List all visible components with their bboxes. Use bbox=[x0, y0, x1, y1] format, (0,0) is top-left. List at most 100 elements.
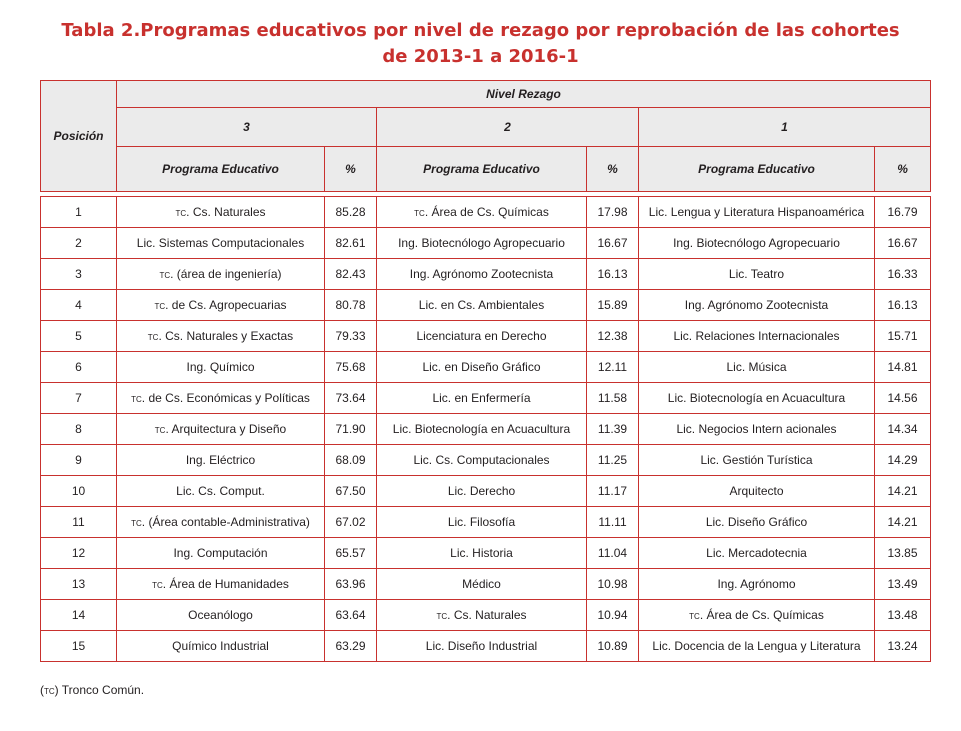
cell-pct-1: 13.49 bbox=[873, 568, 932, 600]
table-row: 4 tc. de Cs. Agropecuarias 80.78 Lic. en Cs… bbox=[40, 289, 932, 321]
rezago-table: Posición Nivel Rezago 3 2 1 Programa Edu… bbox=[40, 80, 932, 662]
footnote-text: (tc) Tronco Común. bbox=[40, 683, 145, 697]
cell-pct-1: 14.21 bbox=[873, 506, 932, 538]
cell-programa-3: Lic. Cs. Comput. bbox=[116, 475, 325, 507]
header-level-1: 1 bbox=[637, 107, 932, 147]
cell-pct-3: 63.96 bbox=[324, 568, 377, 600]
cell-programa-2: Lic. Historia bbox=[376, 537, 587, 569]
cell-programa-2: Lic. en Diseño Gráfico bbox=[376, 351, 587, 383]
cell-posicion: 15 bbox=[40, 630, 117, 662]
cell-pct-2: 10.94 bbox=[586, 599, 639, 631]
cell-programa-3: tc. de Cs. Económicas y Políticas bbox=[116, 382, 325, 414]
cell-programa-3: tc. (área de ingeniería) bbox=[116, 258, 325, 290]
cell-pct-3: 63.29 bbox=[324, 630, 377, 662]
cell-programa-2: Lic. Filosofía bbox=[376, 506, 587, 538]
header-programa-3: Programa Educativo bbox=[116, 146, 325, 192]
cell-posicion: 2 bbox=[40, 227, 117, 259]
cell-programa-1: Lic. Docencia de la Lengua y Literatura bbox=[638, 630, 875, 662]
cell-pct-2: 10.98 bbox=[586, 568, 639, 600]
table-row: 3 tc. (área de ingeniería) 82.43 Ing. Agrón… bbox=[40, 258, 932, 290]
cell-posicion: 14 bbox=[40, 599, 117, 631]
header-pct-2: % bbox=[586, 146, 639, 192]
cell-pct-2: 11.58 bbox=[586, 382, 639, 414]
header-nivel-rezago: Nivel Rezago bbox=[115, 80, 932, 108]
cell-pct-2: 16.13 bbox=[586, 258, 639, 290]
cell-programa-1: Lic. Teatro bbox=[638, 258, 875, 290]
cell-programa-3: tc. Cs. Naturales y Exactas bbox=[116, 320, 325, 352]
cell-posicion: 12 bbox=[40, 537, 117, 569]
header-level-3: 3 bbox=[116, 107, 377, 147]
cell-pct-1: 15.71 bbox=[873, 320, 932, 352]
cell-pct-3: 82.61 bbox=[324, 227, 377, 259]
cell-pct-2: 11.17 bbox=[586, 475, 639, 507]
cell-pct-3: 75.68 bbox=[324, 351, 377, 383]
cell-programa-3: Ing. Químico bbox=[116, 351, 325, 383]
cell-pct-2: 11.39 bbox=[586, 413, 639, 445]
table-row: 11 tc. (Área contable-Administrativa) 67.0… bbox=[40, 506, 932, 538]
cell-programa-2: Ing. Agrónomo Zootecnista bbox=[376, 258, 587, 290]
cell-programa-3: tc. Área de Humanidades bbox=[116, 568, 325, 600]
cell-programa-1: Lic. Biotecnología en Acuacultura bbox=[638, 382, 875, 414]
cell-pct-2: 17.98 bbox=[586, 196, 639, 228]
title-line-1: Tabla 2.Programas educativos por nivel d… bbox=[61, 20, 900, 41]
cell-pct-3: 63.64 bbox=[324, 599, 377, 631]
cell-posicion: 3 bbox=[40, 258, 117, 290]
table-row: 14 Oceanólogo 63.64 tc. Cs. Naturales 10.94 t… bbox=[40, 599, 932, 631]
table-row: 6 Ing. Químico 75.68 Lic. en Diseño Gráfico… bbox=[40, 351, 932, 383]
cell-programa-1: Ing. Biotecnólogo Agropecuario bbox=[638, 227, 875, 259]
cell-programa-3: tc. de Cs. Agropecuarias bbox=[116, 289, 325, 321]
cell-programa-2: Lic. Cs. Computacionales bbox=[376, 444, 587, 476]
cell-programa-1: Lic. Mercadotecnia bbox=[638, 537, 875, 569]
table-row: 10 Lic. Cs. Comput. 67.50 Lic. Derecho 11.17… bbox=[40, 475, 932, 507]
cell-posicion: 13 bbox=[40, 568, 117, 600]
cell-pct-1: 14.56 bbox=[873, 382, 932, 414]
cell-pct-1: 13.85 bbox=[873, 537, 932, 569]
cell-programa-2: Lic. Diseño Industrial bbox=[376, 630, 587, 662]
cell-pct-2: 11.04 bbox=[586, 537, 639, 569]
cell-programa-3: tc. Arquitectura y Diseño bbox=[116, 413, 325, 445]
cell-posicion: 9 bbox=[40, 444, 117, 476]
cell-pct-2: 15.89 bbox=[586, 289, 639, 321]
cell-programa-2: Ing. Biotecnólogo Agropecuario bbox=[376, 227, 587, 259]
header-level-2: 2 bbox=[376, 107, 639, 147]
cell-pct-3: 68.09 bbox=[324, 444, 377, 476]
cell-pct-2: 11.25 bbox=[586, 444, 639, 476]
table-row: 2 Lic. Sistemas Computacionales 82.61 Ing. … bbox=[40, 227, 932, 259]
cell-programa-2: Licenciatura en Derecho bbox=[376, 320, 587, 352]
cell-programa-2: Lic. en Cs. Ambientales bbox=[376, 289, 587, 321]
table-row: 12 Ing. Computación 65.57 Lic. Historia 11.0… bbox=[40, 537, 932, 569]
table-body: 1 tc. Cs. Naturales 85.28 tc. Área de Cs. Q… bbox=[40, 196, 932, 662]
cell-programa-3: Ing. Eléctrico bbox=[116, 444, 325, 476]
table-row: 1 tc. Cs. Naturales 85.28 tc. Área de Cs. Q… bbox=[40, 196, 932, 228]
cell-pct-1: 16.33 bbox=[873, 258, 932, 290]
cell-pct-3: 82.43 bbox=[324, 258, 377, 290]
cell-programa-1: Lic. Negocios Intern acionales bbox=[638, 413, 875, 445]
table-title: Tabla 2.Programas educativos por nivel d… bbox=[0, 18, 961, 70]
cell-pct-3: 67.02 bbox=[324, 506, 377, 538]
cell-pct-1: 13.24 bbox=[873, 630, 932, 662]
cell-pct-1: 14.34 bbox=[873, 413, 932, 445]
cell-programa-1: Lic. Diseño Gráfico bbox=[638, 506, 875, 538]
table-row: 9 Ing. Eléctrico 68.09 Lic. Cs. Computacion… bbox=[40, 444, 932, 476]
cell-programa-2: tc. Área de Cs. Químicas bbox=[376, 196, 587, 228]
cell-programa-3: tc. (Área contable-Administrativa) bbox=[116, 506, 325, 538]
header-pct-3: % bbox=[324, 146, 377, 192]
cell-posicion: 11 bbox=[40, 506, 117, 538]
cell-pct-2: 16.67 bbox=[586, 227, 639, 259]
cell-programa-1: Arquitecto bbox=[638, 475, 875, 507]
cell-posicion: 7 bbox=[40, 382, 117, 414]
cell-programa-3: tc. Cs. Naturales bbox=[116, 196, 325, 228]
cell-posicion: 6 bbox=[40, 351, 117, 383]
table-row: 7 tc. de Cs. Económicas y Políticas 73.64 L… bbox=[40, 382, 932, 414]
cell-programa-1: tc. Área de Cs. Químicas bbox=[638, 599, 875, 631]
cell-pct-1: 14.29 bbox=[873, 444, 932, 476]
cell-programa-1: Lic. Relaciones Internacionales bbox=[638, 320, 875, 352]
table-row: 13 tc. Área de Humanidades 63.96 Médico 10.9… bbox=[40, 568, 932, 600]
cell-pct-1: 16.67 bbox=[873, 227, 932, 259]
cell-pct-2: 12.38 bbox=[586, 320, 639, 352]
cell-pct-2: 10.89 bbox=[586, 630, 639, 662]
cell-pct-3: 85.28 bbox=[324, 196, 377, 228]
table-row: 8 tc. Arquitectura y Diseño 71.90 Lic. Biot… bbox=[40, 413, 932, 445]
cell-programa-1: Ing. Agrónomo Zootecnista bbox=[638, 289, 875, 321]
cell-programa-3: Lic. Sistemas Computacionales bbox=[116, 227, 325, 259]
